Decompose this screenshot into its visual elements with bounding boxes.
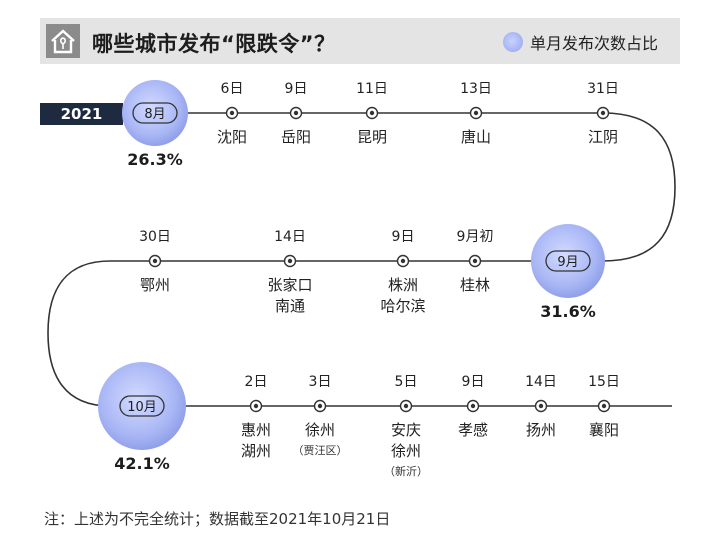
event-date: 14日: [525, 374, 557, 390]
footnote: 注：上述为不完全统计；数据截至2021年10月21日: [44, 510, 391, 528]
year-badge: 2021: [40, 103, 123, 125]
event-date: 11日: [356, 81, 388, 97]
event-date: 2日: [245, 374, 268, 390]
event-node: [148, 254, 162, 268]
event-city: 孝感: [458, 421, 488, 439]
month-pill: [545, 250, 591, 272]
event-node-dot: [473, 110, 479, 116]
event-date: 6日: [221, 81, 244, 97]
event-node-dot: [470, 403, 476, 409]
event-city: 鄂州: [140, 276, 170, 294]
house-icon: [46, 24, 80, 58]
event-node-dot: [253, 403, 259, 409]
event-node-dot: [472, 258, 478, 264]
event-node: [469, 106, 483, 120]
event-date: 9日: [462, 374, 485, 390]
month-label: 8月: [144, 107, 165, 122]
event-node: [466, 399, 480, 413]
month-percent: 42.1%: [114, 454, 170, 473]
event-date: 9月初: [457, 228, 494, 245]
event-node: [225, 106, 239, 120]
event-node-dot: [369, 110, 375, 116]
event-node: [534, 399, 548, 413]
event-node-dot: [317, 403, 323, 409]
event-city: 唐山: [461, 128, 491, 146]
event-city: 江阴: [588, 128, 618, 146]
event-note: （新沂）: [384, 464, 428, 478]
event-note: （贾汪区）: [293, 444, 348, 457]
event-city: 襄阳: [589, 421, 619, 439]
event-city: 徐州: [305, 421, 335, 439]
event-city: 扬州: [526, 421, 556, 439]
event-node-dot: [600, 110, 606, 116]
event-city: 惠州: [241, 421, 271, 439]
timeline-line: [47, 112, 676, 407]
event-city: 徐州: [391, 442, 421, 460]
month-label: 9月: [557, 255, 578, 270]
event-node: [399, 399, 413, 413]
event-date: 3日: [309, 374, 332, 390]
event-date: 30日: [139, 229, 171, 245]
event-node-dot: [229, 110, 235, 116]
event-date: 14日: [274, 229, 306, 245]
event-node: [468, 254, 482, 268]
event-city: 南通: [275, 297, 305, 315]
event-node-dot: [400, 258, 406, 264]
event-node-dot: [601, 403, 607, 409]
event-node: [396, 254, 410, 268]
event-city: 哈尔滨: [380, 297, 425, 315]
month-percent: 26.3%: [127, 150, 183, 169]
event-city: 张家口: [267, 276, 312, 294]
month-bubble: [531, 224, 605, 298]
event-node: [249, 399, 263, 413]
month-bubble: [98, 362, 186, 450]
event-node-dot: [293, 110, 299, 116]
legend-bubble-icon: [503, 32, 523, 52]
month-label: 10月: [127, 400, 157, 415]
month-pill: [119, 395, 165, 417]
event-city: 沈阳: [217, 128, 247, 146]
event-city: 株洲: [388, 276, 418, 294]
event-city: 岳阳: [281, 128, 311, 146]
event-node-dot: [403, 403, 409, 409]
event-city: 昆明: [357, 128, 387, 146]
event-date: 15日: [588, 374, 620, 390]
event-city: 湖州: [241, 442, 271, 460]
event-date: 9日: [285, 81, 308, 97]
event-node-dot: [152, 258, 158, 264]
month-pill: [132, 102, 178, 124]
event-node: [365, 106, 379, 120]
event-date: 13日: [460, 81, 492, 97]
event-node: [283, 254, 297, 268]
month-percent: 31.6%: [540, 302, 596, 321]
event-date: 5日: [395, 374, 418, 390]
header-bar: [40, 18, 680, 64]
event-node: [596, 106, 610, 120]
event-city: 桂林: [460, 276, 490, 294]
event-node: [597, 399, 611, 413]
event-node: [313, 399, 327, 413]
event-node-dot: [287, 258, 293, 264]
legend-label: 单月发布次数占比: [530, 34, 659, 53]
month-bubble: [122, 80, 188, 146]
page-title: 哪些城市发布“限跌令”？: [92, 32, 336, 56]
event-node-dot: [538, 403, 544, 409]
event-node: [289, 106, 303, 120]
event-date: 31日: [587, 81, 619, 97]
event-city: 安庆: [391, 421, 421, 439]
event-date: 9日: [392, 229, 415, 245]
